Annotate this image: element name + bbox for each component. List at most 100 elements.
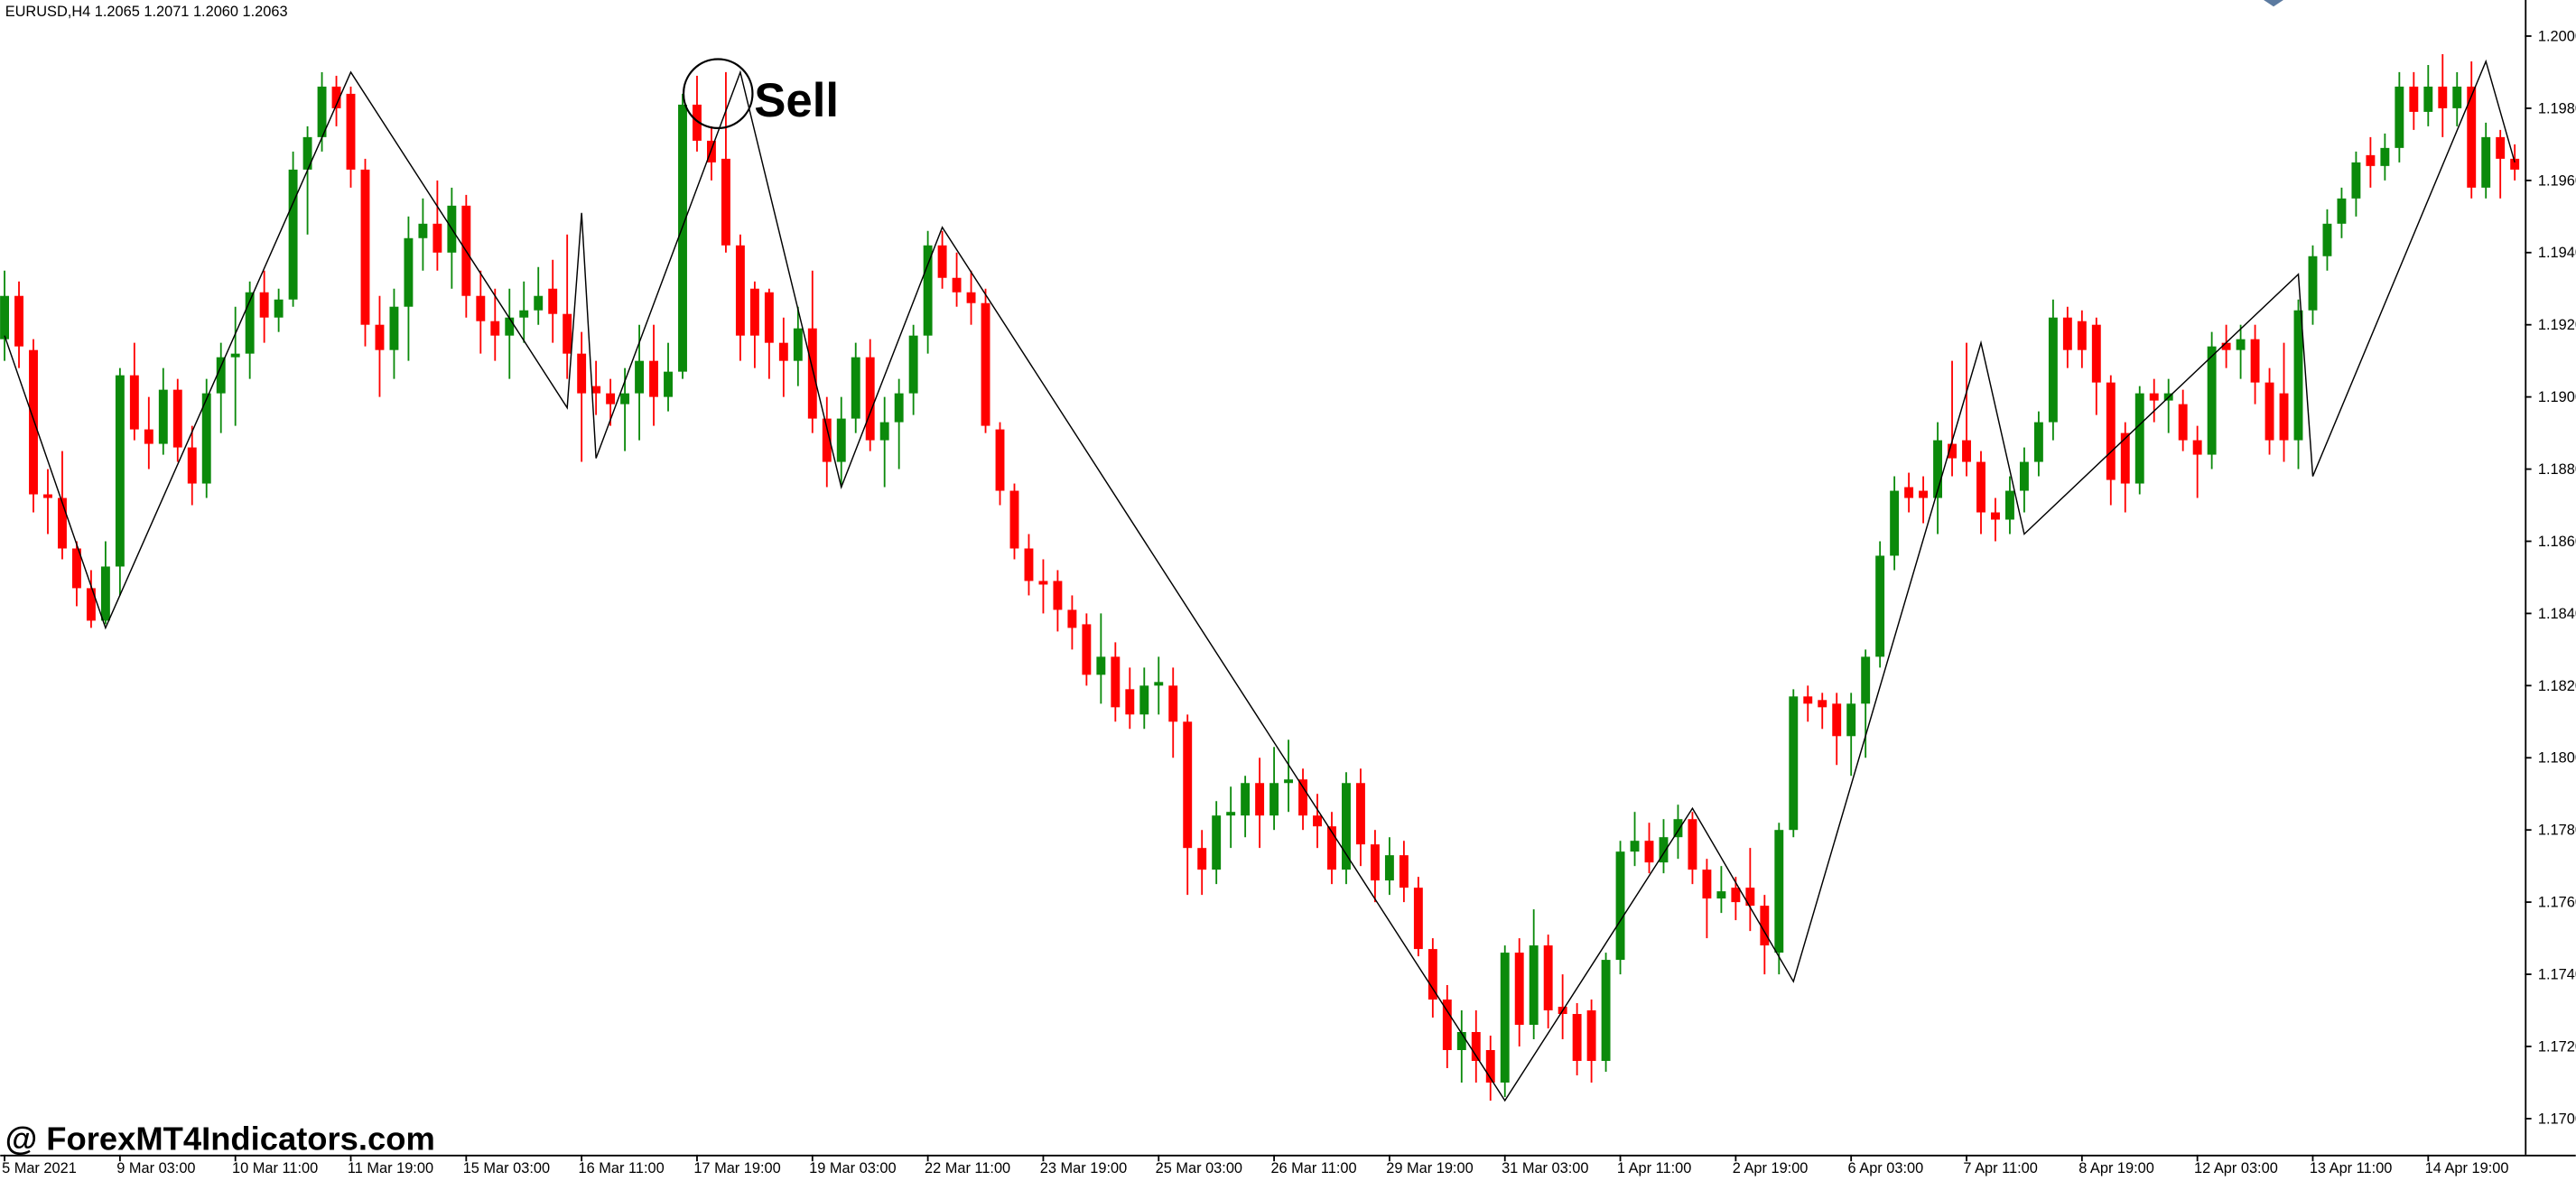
candle-body (1427, 949, 1437, 1000)
candle-body (1688, 819, 1697, 870)
candle-body (1413, 888, 1423, 950)
candle-body (1038, 581, 1048, 585)
x-tick-label: 11 Mar 19:00 (348, 1160, 433, 1176)
candle-body (404, 237, 414, 307)
candle-body (1702, 869, 1712, 899)
y-tick-label: 1.1920 (2538, 317, 2576, 333)
candle-body (2264, 382, 2274, 441)
y-tick-label: 1.1820 (2538, 678, 2576, 694)
candle-body (2322, 223, 2332, 256)
candle-body (2134, 393, 2144, 484)
x-tick-label: 25 Mar 03:00 (1156, 1160, 1242, 1176)
candle-body (245, 292, 255, 354)
candle-body (1919, 490, 1929, 498)
zigzag-line (4, 59, 2516, 1102)
candle-body (1212, 815, 1222, 870)
y-tick-label: 1.1700 (2538, 1111, 2576, 1127)
candle-body (937, 245, 947, 278)
candle-body (375, 324, 385, 350)
candle-body (1125, 689, 1135, 715)
y-tick-label: 1.1760 (2538, 895, 2576, 911)
candle-body (2120, 432, 2130, 484)
candle-body (1572, 1014, 1582, 1061)
candle-body (0, 295, 9, 339)
candle-body (2004, 490, 2014, 520)
y-tick-label: 1.1960 (2538, 172, 2576, 189)
candle-body (2293, 310, 2303, 441)
candle-body (58, 498, 67, 549)
candle-body (2207, 346, 2217, 455)
candle-body (1197, 848, 1207, 870)
x-tick-label: 2 Apr 19:00 (1733, 1160, 1809, 1176)
y-tick-label: 1.1780 (2538, 823, 2576, 839)
candle-body (822, 418, 832, 462)
candle-body (1543, 945, 1553, 1011)
candle-body (2236, 339, 2246, 350)
candle-body (389, 306, 399, 350)
candle-body (1818, 700, 1827, 708)
candle-body (1355, 783, 1365, 845)
candle-body (1442, 1000, 1452, 1050)
candle-body (908, 335, 918, 394)
candle-body (2481, 136, 2491, 188)
x-tick-label: 23 Mar 19:00 (1040, 1160, 1127, 1176)
candle-body (1991, 512, 2000, 520)
candle-body (317, 86, 327, 137)
candle-body (2192, 440, 2202, 455)
candle-body (519, 310, 529, 318)
candle-body (563, 313, 572, 354)
candle-body (966, 292, 976, 303)
candle-body (2149, 393, 2159, 401)
candle-body (1241, 783, 1251, 816)
x-tick-label: 13 Apr 11:00 (2310, 1160, 2393, 1176)
y-tick-label: 1.1740 (2538, 967, 2576, 983)
candle-body (1139, 685, 1149, 715)
candle-body (548, 288, 558, 314)
candle-body (100, 566, 110, 621)
candle-body (129, 375, 139, 430)
candle-body (1948, 443, 1957, 459)
candle-body (2250, 339, 2260, 383)
x-tick-label: 7 Apr 11:00 (1963, 1160, 2037, 1176)
candle-body (1890, 490, 1900, 556)
candle-body (331, 86, 341, 108)
candle-body (836, 418, 846, 462)
candle-body (14, 295, 23, 347)
candle-body (1673, 819, 1683, 838)
candle-body (2019, 461, 2029, 491)
candle-body (2106, 382, 2116, 480)
candle-body (1861, 656, 1871, 704)
x-tick-label: 12 Apr 03:00 (2194, 1160, 2278, 1176)
y-tick-label: 1.1900 (2538, 389, 2576, 405)
candle-body (591, 386, 601, 394)
candle-body (43, 494, 52, 498)
candle-body (1111, 656, 1121, 708)
candle-body (1904, 487, 1914, 498)
candle-body (1933, 440, 1943, 498)
candle-body (187, 447, 197, 484)
candle-body (1009, 490, 1019, 549)
scroll-marker (2264, 0, 2283, 7)
candle-body (1096, 656, 1106, 675)
y-tick-label: 1.2000 (2538, 28, 2576, 44)
candle-body (1731, 888, 1741, 903)
candle-body (144, 429, 153, 444)
candle-body (764, 292, 774, 343)
candle-body (1644, 841, 1654, 863)
candle-body (1832, 703, 1842, 737)
candle-body (1471, 1032, 1481, 1061)
x-tick-label: 1 Apr 11:00 (1617, 1160, 1691, 1176)
candle-body (2351, 162, 2361, 199)
candle-body (2077, 321, 2087, 350)
candle-body (2033, 422, 2043, 462)
candle-body (735, 245, 745, 336)
candle-body (2308, 256, 2318, 311)
y-tick-label: 1.1860 (2538, 534, 2576, 550)
x-tick-label: 19 Mar 03:00 (809, 1160, 896, 1176)
y-tick-label: 1.1840 (2538, 606, 2576, 622)
candle-body (865, 357, 875, 441)
candle-body (172, 389, 182, 448)
candle-body (1384, 855, 1394, 881)
candle-body (505, 317, 515, 336)
